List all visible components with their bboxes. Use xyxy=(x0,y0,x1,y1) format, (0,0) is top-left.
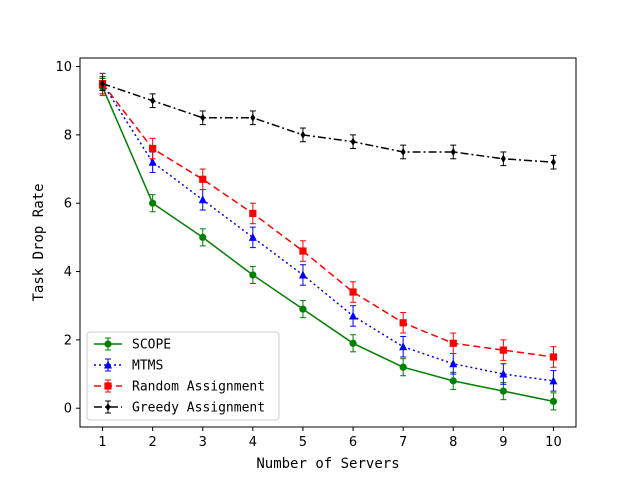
data-point xyxy=(550,158,556,167)
legend-label: Random Assignment xyxy=(132,380,265,395)
x-tick-label: 9 xyxy=(499,435,507,450)
data-point xyxy=(298,270,307,279)
series-scope xyxy=(98,78,558,411)
x-tick-label: 10 xyxy=(545,435,562,450)
x-tick-label: 3 xyxy=(199,435,207,450)
y-tick-label: 2 xyxy=(64,333,72,348)
legend-item: SCOPE xyxy=(94,337,171,353)
data-point xyxy=(349,288,357,296)
data-point xyxy=(299,247,307,255)
data-point xyxy=(150,96,156,105)
data-point xyxy=(249,209,257,218)
data-point xyxy=(399,363,407,371)
y-tick-label: 8 xyxy=(64,128,72,143)
legend-label: SCOPE xyxy=(132,338,171,353)
data-point xyxy=(499,387,507,395)
data-point xyxy=(100,79,106,88)
data-point xyxy=(399,319,407,327)
data-point xyxy=(148,157,157,166)
legend-marker xyxy=(104,382,112,390)
x-tick-label: 7 xyxy=(399,435,407,450)
legend-label: MTMS xyxy=(132,359,163,374)
legend-label: Greedy Assignment xyxy=(132,401,265,416)
legend-item: Greedy Assignment xyxy=(94,400,265,416)
legend-marker xyxy=(105,403,111,411)
series-mtms xyxy=(98,72,558,392)
legend-box xyxy=(86,331,280,421)
plot-frame xyxy=(79,57,577,428)
x-axis-label: Number of Servers xyxy=(256,456,399,472)
series-greedy-assignment xyxy=(99,76,557,170)
data-point xyxy=(300,130,306,139)
data-point xyxy=(549,376,558,385)
data-point xyxy=(198,195,207,204)
plot-area xyxy=(98,72,558,411)
data-point xyxy=(400,147,406,156)
data-point xyxy=(499,369,508,378)
data-point xyxy=(149,144,157,153)
data-point xyxy=(349,311,358,320)
y-tick-label: 6 xyxy=(64,197,72,212)
data-point xyxy=(449,359,458,368)
x-tick-label: 5 xyxy=(299,435,307,450)
data-point xyxy=(500,154,506,163)
series-random-assignment xyxy=(98,72,558,368)
data-point xyxy=(549,353,558,361)
data-point xyxy=(199,175,207,183)
data-point xyxy=(449,339,457,347)
data-point xyxy=(200,113,206,122)
data-point xyxy=(350,137,356,146)
series-line xyxy=(102,82,554,163)
legend-item: MTMS xyxy=(94,358,163,374)
legend-marker xyxy=(104,360,112,369)
data-point xyxy=(299,305,307,313)
x-tick-label: 8 xyxy=(449,435,457,450)
data-point xyxy=(450,147,456,156)
legend-marker xyxy=(104,340,112,348)
data-point xyxy=(149,199,157,207)
y-axis-label: Task Drop Rate xyxy=(31,183,47,301)
data-point xyxy=(549,397,558,405)
data-point xyxy=(199,233,207,241)
data-point xyxy=(248,232,257,241)
legend: SCOPE MTMS Random Assignment Greedy Assignm… xyxy=(86,331,280,421)
data-point xyxy=(499,346,507,354)
data-point xyxy=(250,113,256,122)
y-tick-label: 4 xyxy=(64,265,72,280)
x-tick-label: 1 xyxy=(98,435,106,450)
x-tick-label: 2 xyxy=(149,435,157,450)
data-point xyxy=(349,339,357,347)
data-point xyxy=(449,377,457,385)
data-point xyxy=(399,342,408,351)
y-tick-label: 0 xyxy=(64,402,72,417)
series-line xyxy=(101,86,554,403)
legend-item: Random Assignment xyxy=(94,379,265,395)
x-tick-label: 6 xyxy=(349,435,357,450)
x-tick-label: 4 xyxy=(249,435,257,450)
axes: 1 2 3 4 5 6 7 8 9 10 0 2 4 6 8 10 xyxy=(55,60,561,450)
series-line xyxy=(101,83,554,358)
data-point xyxy=(249,271,257,279)
y-tick-label: 10 xyxy=(55,60,72,75)
